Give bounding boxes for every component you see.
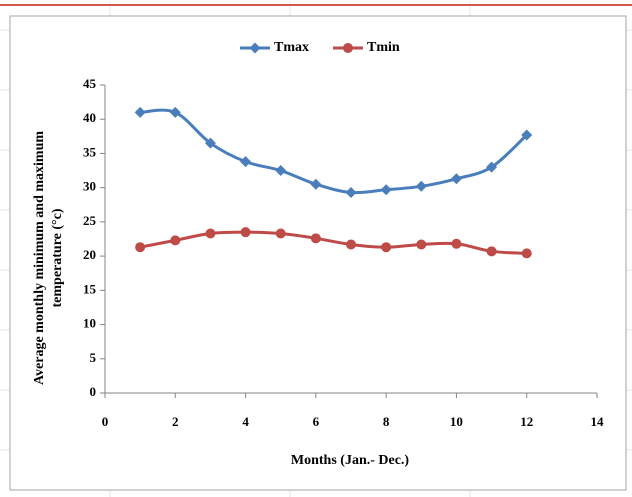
data-point [310, 178, 322, 190]
data-point [486, 161, 498, 173]
x-tick-label: 14 [591, 414, 605, 429]
data-point [450, 173, 462, 185]
data-point [275, 165, 287, 177]
x-axis-title: Months (Jan.- Dec.) [291, 453, 410, 468]
data-point [169, 106, 181, 118]
data-point [275, 228, 286, 239]
data-point [204, 137, 216, 149]
x-tick-label: 8 [383, 414, 390, 429]
y-tick-label: 0 [90, 384, 97, 399]
data-point [381, 242, 392, 253]
data-point [240, 156, 252, 168]
data-point [310, 233, 321, 244]
legend-label: Tmax [274, 40, 309, 55]
x-tick-label: 6 [313, 414, 320, 429]
legend-marker [343, 43, 353, 53]
data-point [205, 228, 216, 239]
y-tick-label: 45 [83, 76, 97, 91]
data-point [134, 106, 146, 118]
y-tick-label: 10 [83, 316, 96, 331]
data-point [451, 238, 462, 249]
y-tick-label: 30 [83, 179, 96, 194]
data-point [486, 246, 497, 257]
y-tick-label: 35 [83, 144, 97, 159]
data-point [521, 248, 532, 259]
data-point [521, 129, 533, 141]
x-tick-label: 4 [242, 414, 249, 429]
legend: Tmax Tmin [240, 40, 400, 55]
data-point [416, 239, 427, 250]
data-point [346, 239, 356, 250]
x-tick-label: 10 [450, 414, 463, 429]
y-tick-label: 25 [83, 213, 97, 228]
y-axis-title-line: Average monthly minimum and maximum [32, 131, 47, 385]
x-tick-label: 0 [102, 414, 109, 429]
data-point [240, 227, 251, 238]
y-tick-label: 5 [90, 350, 97, 365]
y-axis-title-line: temperature (°c) [50, 208, 65, 307]
data-point [415, 180, 427, 192]
x-tick-label: 12 [520, 414, 533, 429]
data-point [135, 242, 146, 253]
y-axis-title: Average monthly minimum and maximum temp… [32, 131, 65, 385]
y-tick-label: 20 [83, 247, 96, 262]
data-point [345, 186, 357, 198]
legend-marker [249, 42, 261, 54]
data-point [380, 184, 392, 196]
data-point [170, 235, 181, 246]
x-tick-label: 2 [172, 414, 179, 429]
y-tick-label: 40 [83, 110, 96, 125]
y-tick-label: 15 [83, 281, 97, 296]
legend-label: Tmin [367, 40, 400, 55]
